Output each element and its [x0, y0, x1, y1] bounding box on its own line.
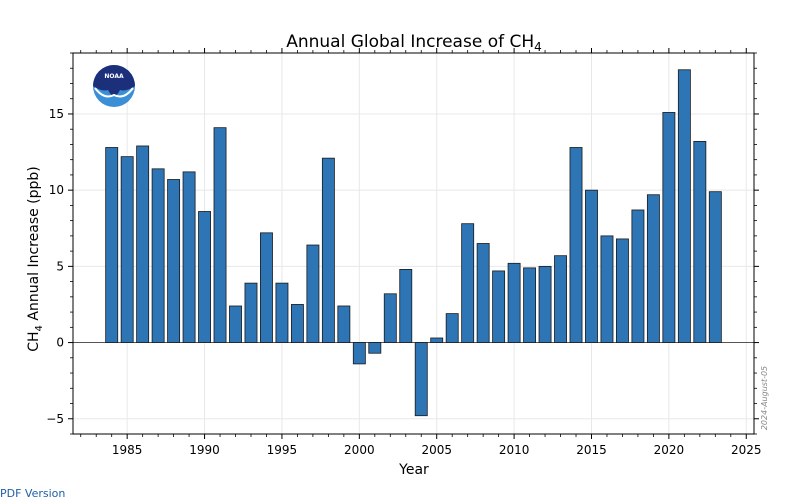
bar-2007 — [461, 223, 475, 343]
x-tick-label: 1990 — [189, 443, 220, 457]
date-stamp: 2024-August-05 — [760, 366, 769, 430]
bar-1986 — [136, 145, 150, 343]
bars — [105, 69, 722, 417]
bar-2006 — [445, 313, 459, 343]
bar-2020 — [662, 112, 676, 343]
bar-1988 — [167, 179, 181, 343]
bar-2021 — [677, 69, 691, 343]
bar-2012 — [538, 265, 552, 343]
bar-1999 — [337, 305, 351, 343]
bar-2003 — [399, 269, 413, 343]
bar-1989 — [182, 171, 196, 343]
y-axis-label: CH4 Annual Increase (ppb) — [26, 166, 45, 352]
bar-2010 — [507, 262, 521, 343]
bar-2011 — [523, 267, 537, 343]
bar-1993 — [244, 282, 258, 343]
bar-1996 — [290, 304, 304, 343]
x-tick-label: 1995 — [267, 443, 298, 457]
noaa-logo-text: NOAA — [104, 73, 124, 80]
bar-1995 — [275, 282, 289, 343]
y-tick-label: 0 — [56, 336, 64, 350]
y-tick-label: 10 — [49, 183, 64, 197]
bar-2009 — [492, 270, 506, 343]
bar-2019 — [646, 194, 660, 343]
bar-2005 — [430, 337, 444, 343]
y-tick-label: 5 — [56, 259, 64, 273]
noaa-logo: NOAA — [93, 65, 135, 107]
bar-2001 — [368, 342, 382, 354]
y-tick-label: −5 — [46, 412, 64, 426]
bar-2008 — [476, 243, 490, 343]
x-tick-label: 2015 — [576, 443, 607, 457]
bar-1985 — [120, 156, 134, 343]
bar-2023 — [708, 191, 722, 343]
bar-2017 — [616, 238, 629, 343]
bar-1994 — [260, 232, 273, 343]
pdf-version-link[interactable]: PDF Version — [0, 487, 66, 500]
x-tick-label: 2000 — [344, 443, 375, 457]
bar-2002 — [383, 293, 397, 343]
axis-ticks: 1985 1990 1995 2000 2005 2010 2015 2020 2025 −5 0 5… — [46, 48, 762, 457]
y-tick-label: 15 — [49, 107, 64, 121]
x-tick-label: 2005 — [421, 443, 452, 457]
bar-1991 — [213, 127, 227, 343]
bar-1998 — [321, 157, 335, 343]
x-tick-label: 1985 — [112, 443, 143, 457]
bar-1990 — [198, 211, 211, 343]
bar-2016 — [600, 235, 614, 343]
x-tick-label: 2025 — [731, 443, 762, 457]
x-axis-label: Year — [398, 462, 429, 478]
chart-title: Annual Global Increase of CH4 — [286, 32, 542, 54]
bar-2015 — [585, 189, 598, 343]
bar-2000 — [352, 342, 366, 365]
bar-1997 — [306, 244, 320, 343]
bar-1984 — [105, 147, 119, 343]
bar-2013 — [554, 255, 567, 343]
bar-2004 — [414, 342, 428, 417]
x-tick-label: 2010 — [499, 443, 530, 457]
bar-2018 — [631, 209, 645, 343]
bar-1987 — [151, 168, 165, 343]
bar-2022 — [693, 140, 707, 343]
plot-frame — [72, 52, 755, 435]
x-tick-label: 2020 — [654, 443, 685, 457]
bar-1992 — [229, 305, 242, 343]
bar-2014 — [569, 147, 583, 343]
